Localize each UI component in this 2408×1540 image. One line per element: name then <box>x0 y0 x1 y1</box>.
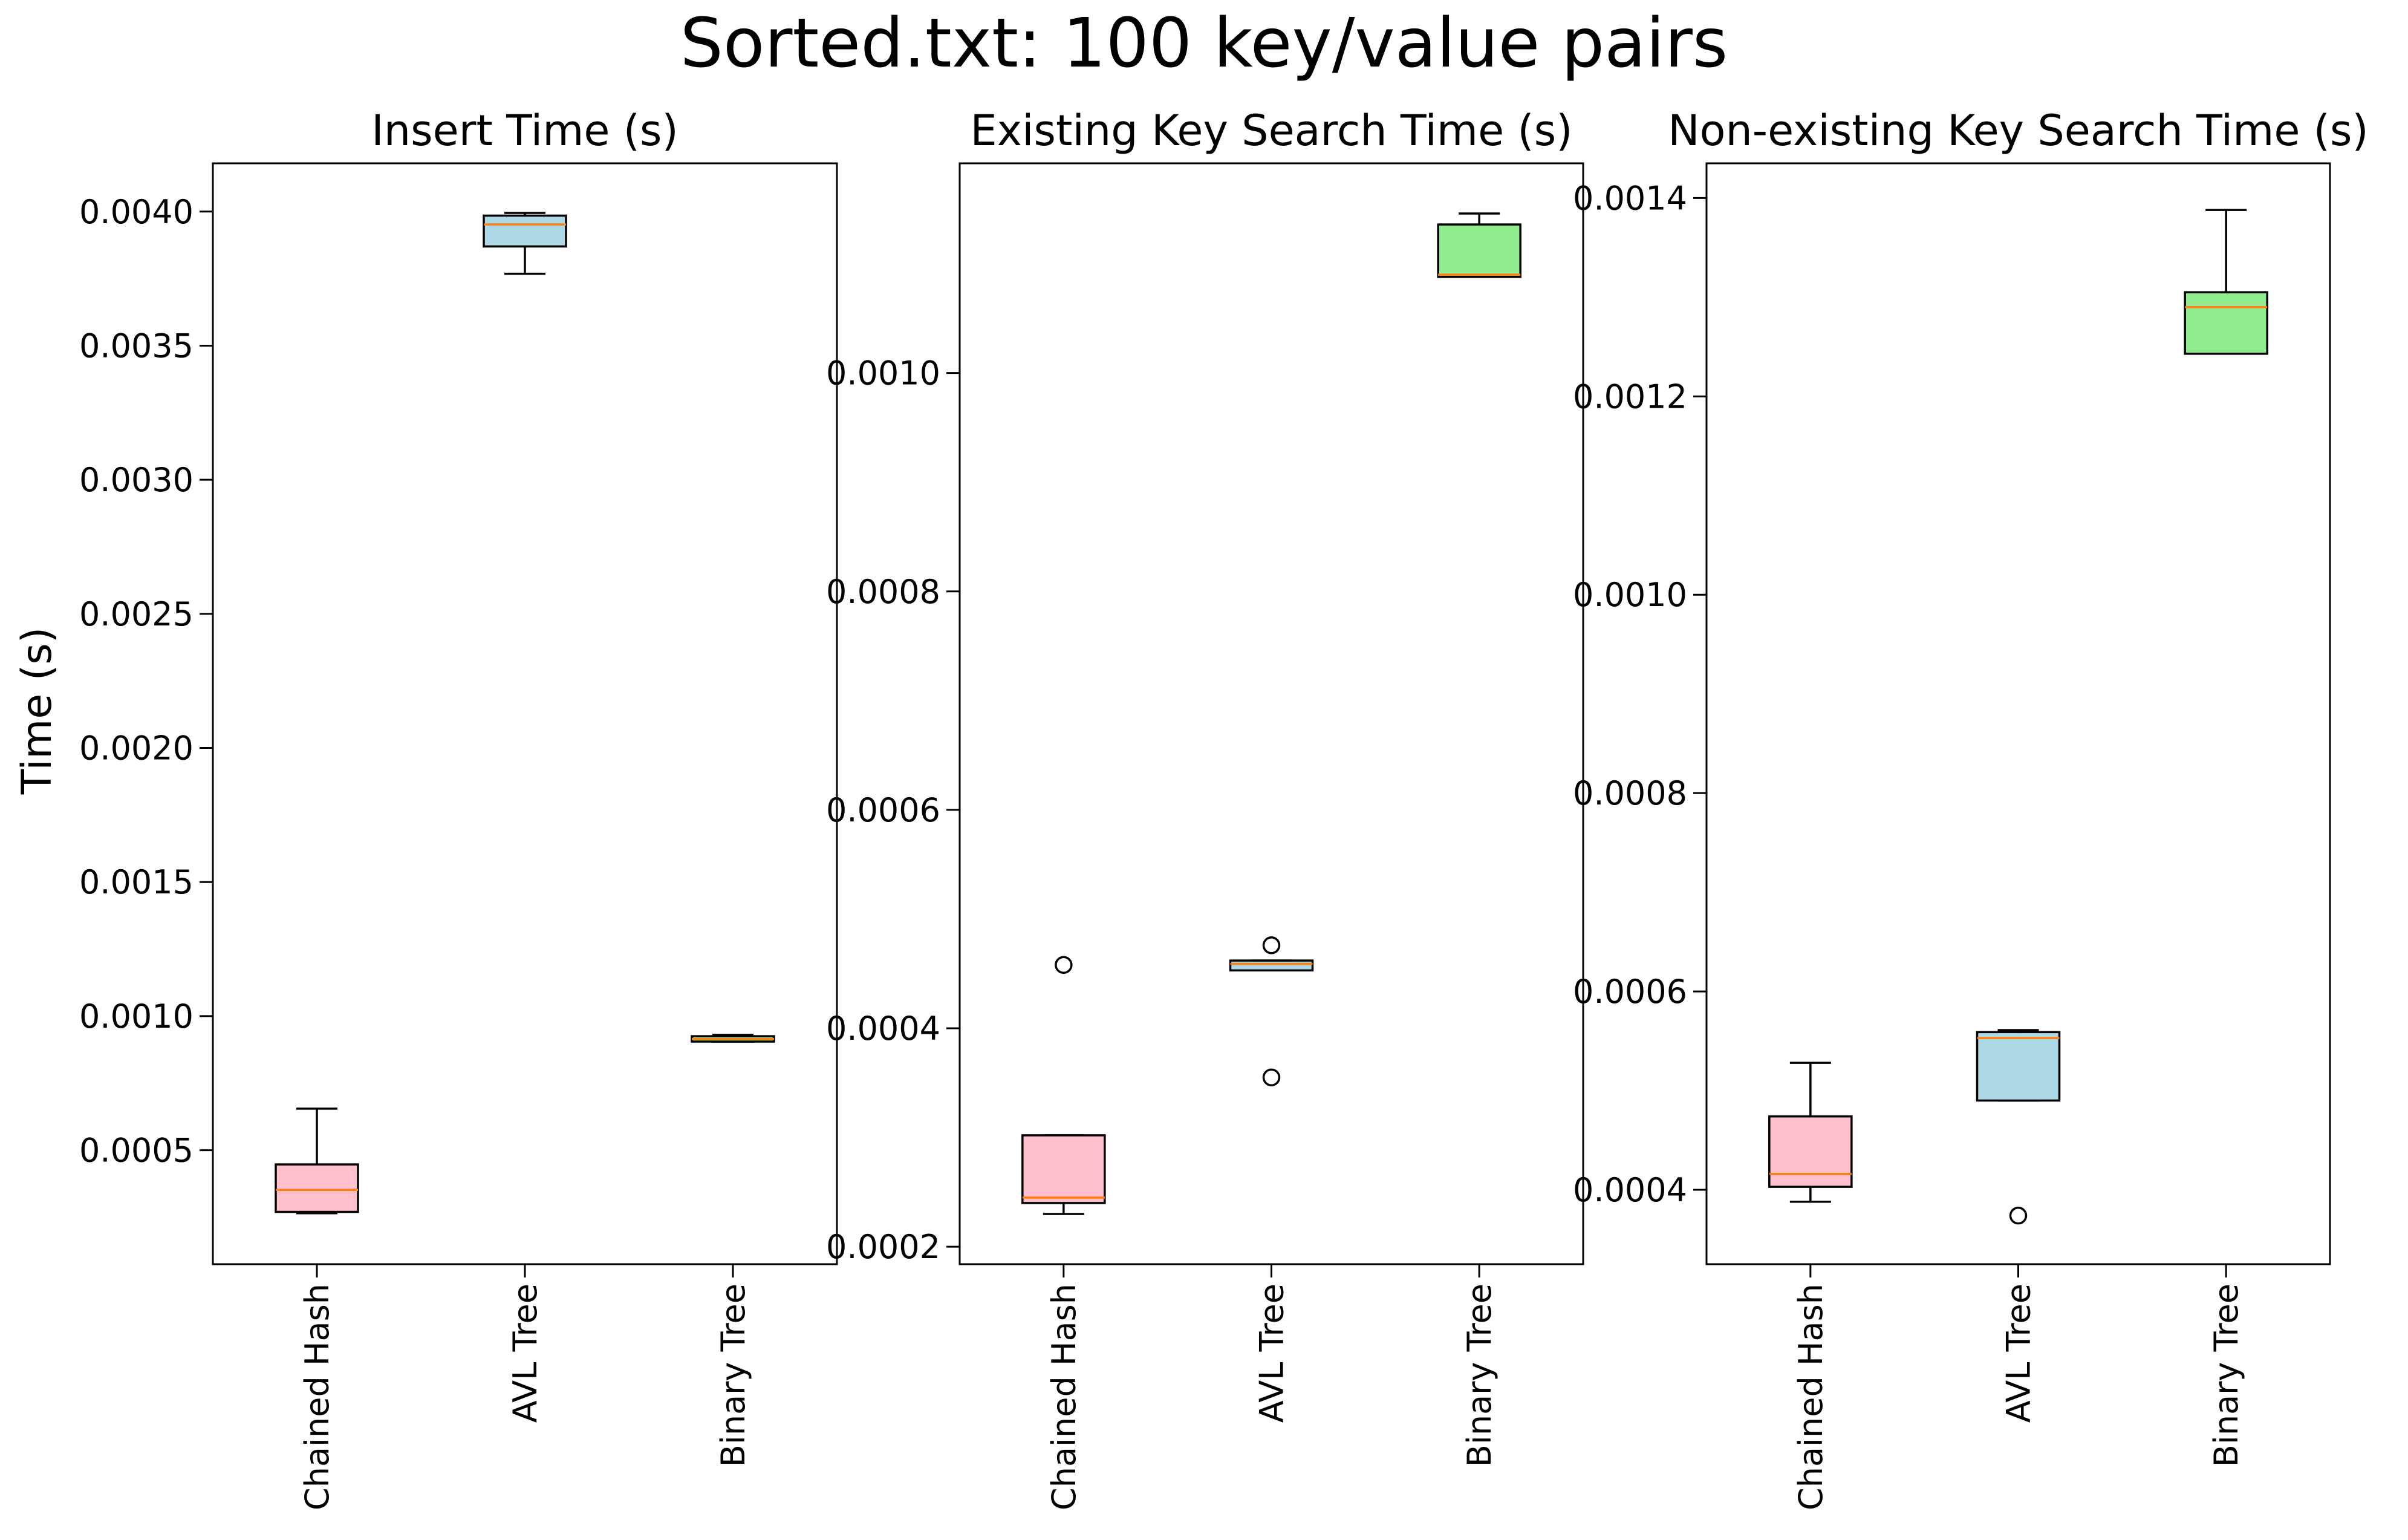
box-chained-hash <box>275 1108 359 1215</box>
y-tick-label: 0.0010 <box>1573 576 1687 614</box>
box-binary-tree <box>1437 212 1521 278</box>
x-tick-label: Chained Hash <box>298 1284 336 1510</box>
box-chained-hash <box>1768 1062 1853 1203</box>
y-tick-label: 0.0025 <box>79 595 194 633</box>
y-tick-label: 0.0002 <box>826 1228 940 1266</box>
subplot-title: Insert Time (s) <box>371 106 678 155</box>
subplot-2: Existing Key Search Time (s) 0.0002 0.0004… <box>826 106 1584 1510</box>
y-tick-label: 0.0015 <box>79 863 194 901</box>
box-iqr <box>275 1163 359 1213</box>
subplot-title: Existing Key Search Time (s) <box>970 106 1572 155</box>
axes-frame <box>958 162 1584 1265</box>
subplot-3: Non-existing Key Search Time (s) 0.0004 0.… <box>1573 106 2369 1510</box>
box-iqr <box>1976 1031 2061 1102</box>
y-tick-label: 0.0004 <box>1573 1171 1687 1209</box>
y-tick-label: 0.0014 <box>1573 179 1687 217</box>
box-iqr <box>1768 1115 1853 1188</box>
x-tick-label: Chained Hash <box>1045 1284 1083 1510</box>
y-tick-label: 0.0008 <box>826 573 940 611</box>
box-iqr <box>1021 1134 1106 1204</box>
y-tick-label: 0.0035 <box>79 327 194 365</box>
y-tick-label: 0.0020 <box>79 729 194 768</box>
y-tick-label: 0.0004 <box>826 1010 940 1048</box>
x-tick-label: AVL Tree <box>2000 1284 2038 1423</box>
x-tick-label: Binary Tree <box>2207 1284 2245 1467</box>
subplot-1: Insert Time (s) 0.0005 0.0010 0.0015 0.0020 0… <box>79 106 838 1510</box>
y-axis-label: Time (s) <box>13 627 61 795</box>
box-avl-tree <box>1229 936 1314 1086</box>
outlier-point <box>1262 1068 1281 1086</box>
figure-title: Sorted.txt: 100 key/value pairs <box>680 4 1728 83</box>
box-binary-tree <box>2184 209 2268 355</box>
axes-frame <box>212 162 838 1265</box>
y-tick-label: 0.0008 <box>1573 774 1687 812</box>
x-tick-label: AVL Tree <box>1253 1284 1291 1423</box>
y-tick-label: 0.0006 <box>1573 973 1687 1011</box>
y-tick-label: 0.0030 <box>79 461 194 499</box>
y-tick-label: 0.0006 <box>826 791 940 829</box>
box-iqr <box>1229 959 1314 972</box>
outlier-point <box>1055 956 1073 974</box>
x-tick-label: Chained Hash <box>1792 1284 1830 1510</box>
box-binary-tree <box>691 1034 775 1043</box>
y-tick-label: 0.0010 <box>826 354 940 393</box>
y-tick-label: 0.0012 <box>1573 377 1687 416</box>
x-tick-label: Binary Tree <box>714 1284 752 1467</box>
y-tick-label: 0.0005 <box>79 1132 194 1170</box>
y-tick-label: 0.0040 <box>79 193 194 231</box>
subplot-panels: Insert Time (s) 0.0005 0.0010 0.0015 0.0020 0… <box>79 106 2369 1510</box>
box-chained-hash <box>1021 956 1106 1215</box>
outlier-point <box>1262 936 1281 954</box>
y-tick-label: 0.0010 <box>79 997 194 1036</box>
subplot-title: Non-existing Key Search Time (s) <box>1668 106 2369 155</box>
box-iqr <box>2184 291 2268 355</box>
box-iqr <box>483 214 567 248</box>
x-tick-label: AVL Tree <box>506 1284 544 1423</box>
box-iqr <box>1437 223 1521 278</box>
box-avl-tree <box>483 212 567 275</box>
box-avl-tree <box>1976 1029 2061 1225</box>
outlier-point <box>2009 1206 2028 1225</box>
x-tick-label: Binary Tree <box>1460 1284 1498 1467</box>
